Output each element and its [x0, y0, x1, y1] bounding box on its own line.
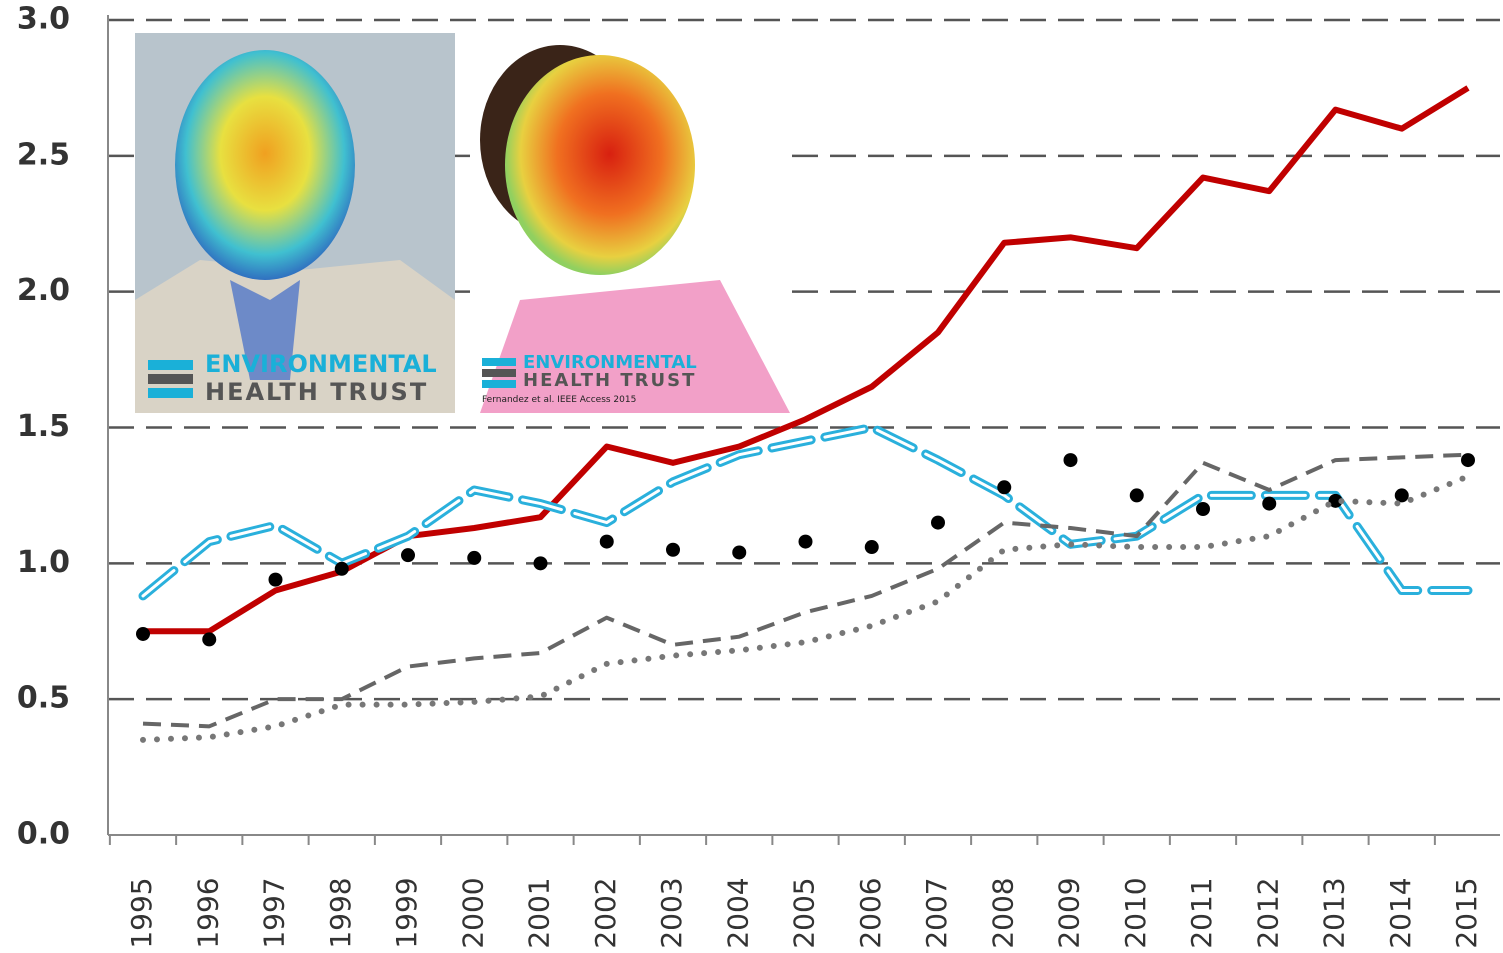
y-tick-label: 2.5	[17, 137, 70, 172]
x-tick-label: 1998	[324, 877, 357, 948]
data-point	[599, 534, 614, 549]
heatmap-face	[505, 55, 695, 275]
logo-bar	[148, 388, 193, 398]
x-tick-label: 2002	[589, 877, 622, 948]
logo-bar	[482, 380, 516, 388]
x-tick-label: 2009	[1053, 877, 1086, 948]
credit: Fernandez et al. IEEE Access 2015	[482, 395, 636, 405]
x-tick-label: 2011	[1185, 877, 1218, 948]
data-point	[1461, 453, 1475, 468]
photo: ENVIRONMENTAL HEALTH TRUST Fernandez et …	[470, 40, 790, 413]
logo-bar	[482, 358, 516, 366]
logo-bar	[148, 374, 193, 384]
x-tick-label: 2012	[1251, 877, 1284, 948]
x-tick-label: 2015	[1450, 877, 1483, 948]
x-tick-label: 1997	[258, 877, 291, 948]
series-line	[140, 473, 1471, 743]
data-point	[136, 626, 150, 641]
x-tick-label: 2007	[920, 877, 953, 948]
data-point	[467, 550, 482, 565]
logo-text: ENVIRONMENTAL	[205, 350, 437, 378]
photo: ENVIRONMENTAL HEALTH TRUST	[135, 33, 455, 413]
y-tick-label: 0.5	[17, 681, 70, 716]
y-tick-label: 1.5	[17, 409, 70, 444]
data-point	[401, 548, 415, 563]
x-tick-label: 2013	[1318, 877, 1351, 948]
y-tick-label: 0.0	[17, 817, 70, 852]
data-point	[1394, 488, 1409, 503]
x-tick-label: 2000	[456, 877, 489, 948]
plot: 0.0 0.5 1.0 1.5 2.0 2.5 3.0 1995 1996 1997 1998 199…	[17, 2, 1500, 949]
data-point	[666, 542, 680, 557]
y-tick-label: 1.0	[17, 545, 70, 580]
x-tick-label: 1996	[191, 877, 224, 948]
tie	[230, 280, 300, 380]
series-line	[143, 85, 1470, 635]
data-point	[732, 545, 747, 560]
x-tick-label: 2010	[1119, 877, 1152, 948]
data-point	[1196, 502, 1210, 516]
x-tick-label: 2001	[523, 877, 556, 948]
x-tick-label: 1995	[125, 877, 158, 948]
data-point	[1063, 453, 1078, 468]
data-point	[202, 632, 217, 647]
logo-text: HEALTH TRUST	[523, 370, 696, 391]
x-tick-label: 2014	[1384, 877, 1417, 948]
data-point	[334, 561, 349, 576]
data-point	[997, 480, 1012, 495]
x-tick-label: 2003	[655, 877, 688, 948]
x-tick-label: 2006	[854, 877, 887, 948]
series-line	[142, 452, 1469, 729]
data-point	[864, 540, 879, 555]
data-point	[1328, 493, 1343, 508]
x-tick-label: 1999	[390, 877, 423, 948]
suit	[135, 260, 455, 413]
data-point	[533, 556, 548, 571]
data-point	[931, 515, 945, 530]
heatmap-face	[175, 50, 355, 280]
logo-bar	[148, 360, 193, 370]
y-tick-label: 3.0	[17, 2, 70, 37]
x-tick-label: 2008	[986, 877, 1019, 948]
data-point	[1129, 488, 1144, 503]
data-point	[268, 572, 283, 587]
dress	[480, 280, 790, 413]
logo-bar	[482, 369, 516, 377]
logo-text: HEALTH TRUST	[205, 378, 428, 406]
data-point	[1262, 496, 1277, 511]
x-tick-label: 2005	[788, 877, 821, 948]
x-tick-label: 2004	[721, 877, 754, 948]
data-point	[798, 534, 813, 549]
y-tick-label: 2.0	[17, 273, 70, 308]
series-line	[141, 426, 1470, 598]
logo-text: ENVIRONMENTAL	[523, 352, 697, 373]
